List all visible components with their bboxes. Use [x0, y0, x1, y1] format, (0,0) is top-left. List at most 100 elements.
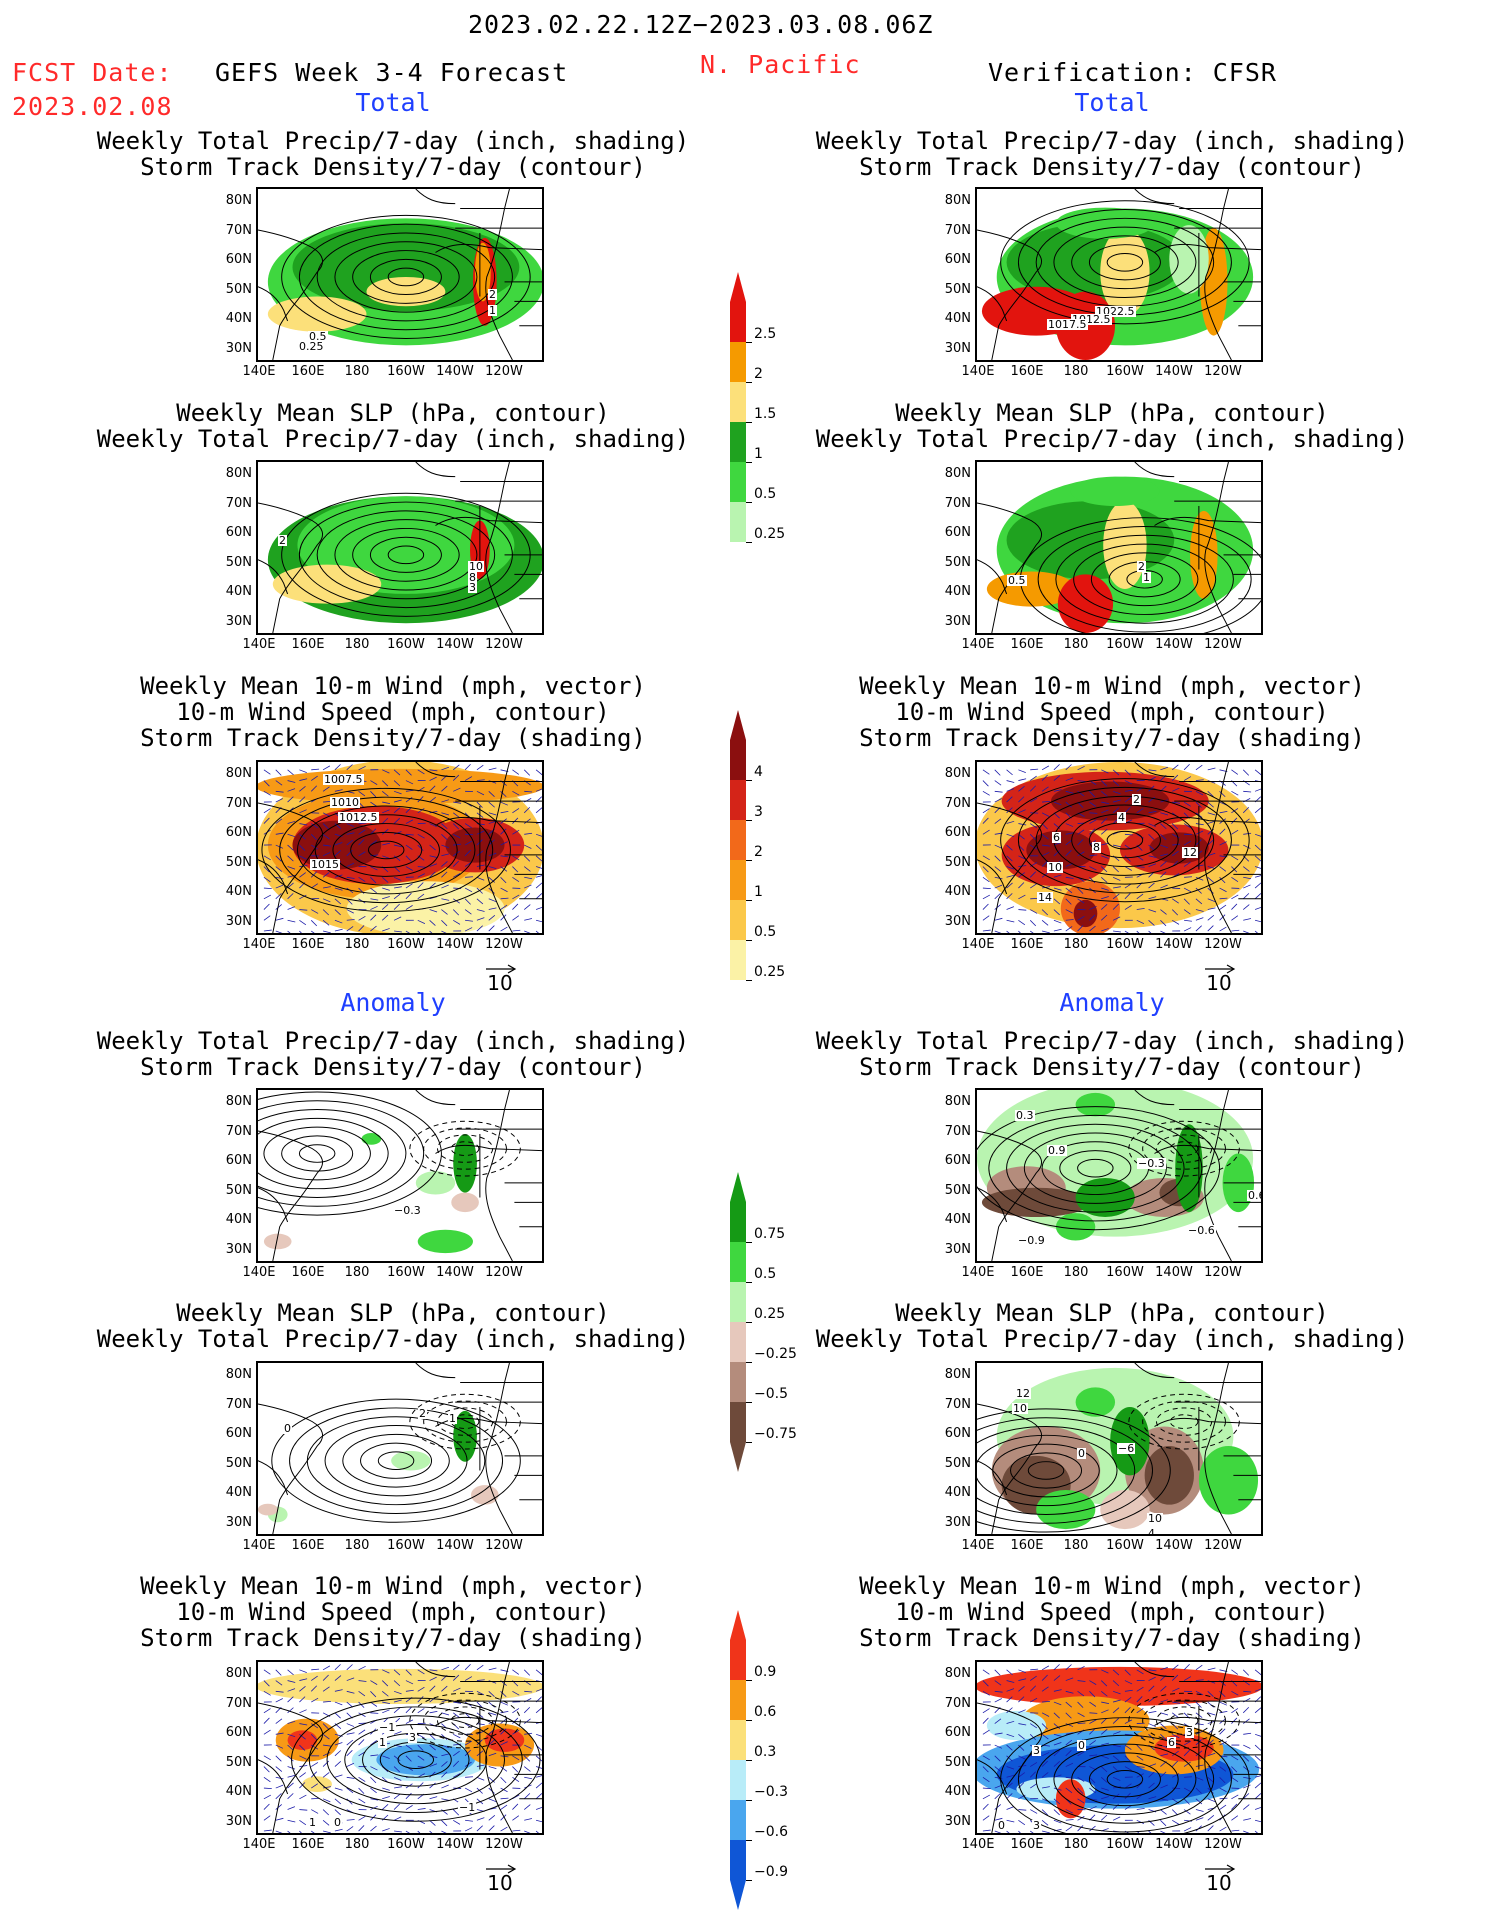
lat-label: 30N: [944, 1241, 971, 1257]
contour-label: 0.9: [1047, 1144, 1067, 1157]
date-range: 2023.02.22.12Z−2023.03.08.06Z: [468, 10, 934, 39]
colorbar-swatch: [730, 1640, 746, 1680]
title-m12: Weekly Mean 10-m Wind (mph, vector) 10-m…: [859, 1572, 1365, 1652]
title-m3: Weekly Mean SLP (hPa, contour) Weekly To…: [96, 399, 690, 453]
lon-label: 180: [344, 1837, 370, 1852]
map-canvas: [977, 1662, 1261, 1833]
lon-label: 140W: [1155, 364, 1193, 379]
lat-label: 50N: [944, 1182, 971, 1198]
colorbar-swatch: [730, 740, 746, 780]
lon-label: 140E: [242, 1265, 276, 1280]
shaded-region: [1057, 574, 1114, 633]
lat-label: 70N: [944, 1123, 971, 1139]
lat-label: 50N: [225, 854, 252, 870]
colorbar-label: −0.75: [754, 1426, 797, 1442]
lat-label: 40N: [225, 884, 252, 899]
shaded-region: [1055, 1213, 1096, 1241]
lat-label: 40N: [225, 1485, 252, 1500]
lat-label: 30N: [944, 613, 971, 629]
colorbar-label: −0.25: [754, 1346, 797, 1362]
shaded-region: [451, 1192, 479, 1213]
lon-label: 180: [344, 1538, 370, 1553]
verification-title: Verification: CFSR: [988, 58, 1277, 87]
lat-label: 60N: [944, 1153, 971, 1168]
title-m9: Weekly Mean SLP (hPa, contour) Weekly To…: [96, 1299, 690, 1353]
colorbar-swatch: [730, 1242, 746, 1282]
lat-label: 60N: [944, 825, 971, 840]
colorbar-label: 0.3: [754, 1744, 777, 1760]
colorbar-label: 0.6: [754, 1704, 777, 1720]
coastline: [977, 189, 1261, 360]
lon-label: 140E: [961, 637, 995, 652]
colorbar-swatch: [730, 1720, 746, 1760]
colorbar-storm-total: 4 3 2 1 0.5 0.25: [730, 710, 785, 1010]
contour-label: 3: [1185, 1726, 1194, 1739]
shaded-region: [272, 564, 382, 604]
shaded-region: [1149, 832, 1209, 864]
lon-label: 120W: [485, 1837, 523, 1852]
contour-label: 0.5: [308, 330, 328, 343]
lat-label: 40N: [225, 311, 252, 326]
contour-lines: [261, 787, 511, 912]
lon-label: 160W: [1106, 1837, 1144, 1852]
map-canvas: [258, 762, 542, 933]
contour-label: 2: [278, 534, 287, 547]
lat-label: 80N: [944, 466, 971, 481]
lon-label: 160W: [1106, 1538, 1144, 1553]
lon-label: 120W: [1204, 937, 1242, 952]
lat-label: 40N: [944, 1485, 971, 1500]
lat-label: 30N: [225, 613, 252, 629]
colorbar-swatch: [730, 820, 746, 860]
lon-label: 140E: [961, 1837, 995, 1852]
lon-label: 160W: [387, 1265, 425, 1280]
colorbar-label: −0.9: [754, 1864, 788, 1880]
colorbar-label: 2: [754, 844, 763, 860]
colorbar-bottom-arrow: [730, 1880, 746, 1910]
map-canvas: [977, 189, 1261, 360]
lon-label: 140W: [436, 937, 474, 952]
colorbar-swatch: [730, 1322, 746, 1362]
lon-label: 160E: [1010, 1265, 1044, 1280]
lon-label: 180: [1063, 1837, 1089, 1852]
lat-label: 80N: [944, 193, 971, 208]
contour-label: 2: [1137, 560, 1146, 573]
lat-label: 40N: [944, 1784, 971, 1799]
lat-label: 50N: [225, 1182, 252, 1198]
contour-label: 1022.5: [1095, 305, 1136, 318]
lon-label: 160E: [1010, 637, 1044, 652]
lon-label: 120W: [485, 364, 523, 379]
colorbar-label: 3: [754, 804, 763, 820]
reference-vector-label: 10: [487, 1871, 513, 1895]
lat-label: 40N: [225, 1784, 252, 1799]
section-total-right: Total: [1074, 88, 1150, 117]
contour-label: 10: [1147, 1512, 1163, 1525]
shaded-region: [1006, 501, 1175, 580]
coastline: [977, 1090, 1261, 1261]
lon-label: 180: [344, 1265, 370, 1280]
lon-label: 160E: [291, 1538, 325, 1553]
contour-label: 1010: [330, 796, 360, 809]
colorbar-swatch: [730, 780, 746, 820]
coastline: [977, 762, 1261, 933]
lon-label: 140E: [961, 1538, 995, 1553]
colorbar-label: 4: [754, 764, 763, 780]
title-m10: Weekly Mean SLP (hPa, contour) Weekly To…: [815, 1299, 1409, 1353]
contour-label: 1017.5: [1047, 318, 1088, 331]
contour-label: 3: [1032, 1819, 1041, 1832]
lat-label: 60N: [225, 525, 252, 540]
colorbar-label: 0.25: [754, 964, 786, 980]
lat-label: 50N: [225, 1754, 252, 1770]
colorbar-label: −0.6: [754, 1824, 788, 1840]
lat-label: 50N: [944, 1754, 971, 1770]
contour-label: −1: [378, 1721, 397, 1734]
colorbar-storm-anom: 0.9 0.6 0.3 −0.3 −0.6 −0.9: [730, 1610, 788, 1910]
lon-label: 140W: [1155, 1538, 1193, 1553]
colorbar-label: −0.3: [754, 1784, 788, 1800]
colorbar-label: 0.5: [754, 924, 777, 940]
lon-label: 180: [1063, 1538, 1089, 1553]
contour-label: 12: [1015, 1387, 1031, 1400]
lat-label: 60N: [944, 525, 971, 540]
lat-label: 50N: [225, 554, 252, 570]
contour-label: 2: [1132, 793, 1141, 806]
lon-label: 120W: [485, 937, 523, 952]
